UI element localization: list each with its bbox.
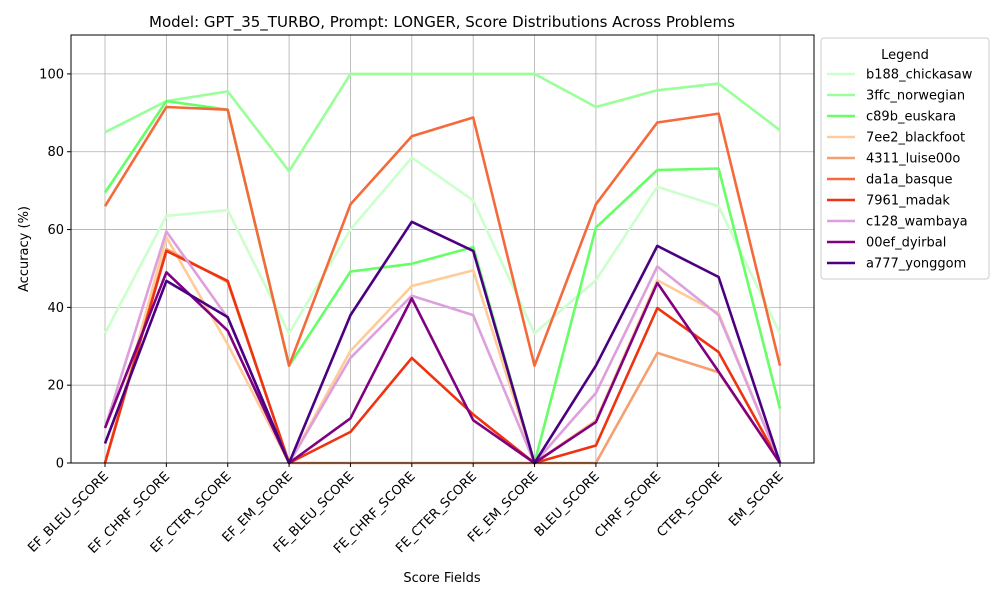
x-tick-label: CHRF_SCORE xyxy=(592,469,664,541)
series-line-7961_madak xyxy=(103,249,782,465)
legend-entry-label: c89b_euskara xyxy=(866,110,956,125)
legend-entry-label: 3ffc_norwegian xyxy=(866,89,965,104)
legend-entries: b188_chickasaw 3ffc_norwegian c89b_euskara… xyxy=(827,68,973,272)
series-line-3ffc_norwegian xyxy=(104,72,781,173)
y-tick-label: 80 xyxy=(47,145,64,160)
legend-entry-label: 7ee2_blackfoot xyxy=(866,131,965,146)
series-lines xyxy=(103,72,782,465)
y-tick-label: 60 xyxy=(47,223,64,238)
chart-title: Model: GPT_35_TURBO, Prompt: LONGER, Sco… xyxy=(149,13,735,32)
x-axis: EF_BLEU_SCOREEF_CHRF_SCOREEF_CTER_SCOREE… xyxy=(25,463,787,557)
legend: Legend b188_chickasaw 3ffc_norwegian c89b_… xyxy=(820,37,990,280)
legend-box xyxy=(820,37,990,280)
x-tick-label: CTER_SCORE xyxy=(654,469,725,540)
legend-entry-label: 00ef_dyirbal xyxy=(866,236,946,251)
series-line-a777_yonggom xyxy=(103,220,782,465)
series-line-da1a_basque xyxy=(103,105,782,368)
legend-entry-label: 4311_luise00o xyxy=(866,152,960,167)
y-tick-label: 20 xyxy=(47,379,64,394)
legend-entry-label: da1a_basque xyxy=(866,173,952,188)
series-line-b188_chickasaw xyxy=(103,156,782,335)
y-tick-label: 0 xyxy=(56,457,64,472)
y-tick-label: 40 xyxy=(47,301,64,316)
series-line-7ee2_blackfoot xyxy=(103,236,782,465)
plot-frame xyxy=(70,34,815,464)
legend-entry-label: c128_wambaya xyxy=(866,215,968,230)
y-axis-label: Accuracy (%) xyxy=(17,206,32,292)
x-tick-label: EM_SCORE xyxy=(726,469,787,530)
legend-entry-label: a777_yonggom xyxy=(866,257,966,272)
series-line-c128_wambaya xyxy=(103,230,782,465)
legend-entry-label: 7961_madak xyxy=(866,194,950,209)
x-axis-label: Score Fields xyxy=(403,571,481,586)
series-line-00ef_dyirbal xyxy=(103,270,782,465)
y-tick-label: 100 xyxy=(39,67,64,82)
legend-entry-label: b188_chickasaw xyxy=(866,68,973,83)
series-line-4311_luise00o xyxy=(103,247,782,465)
legend-title: Legend xyxy=(881,48,929,63)
y-axis: 0 20 40 60 80 100 xyxy=(39,67,71,472)
